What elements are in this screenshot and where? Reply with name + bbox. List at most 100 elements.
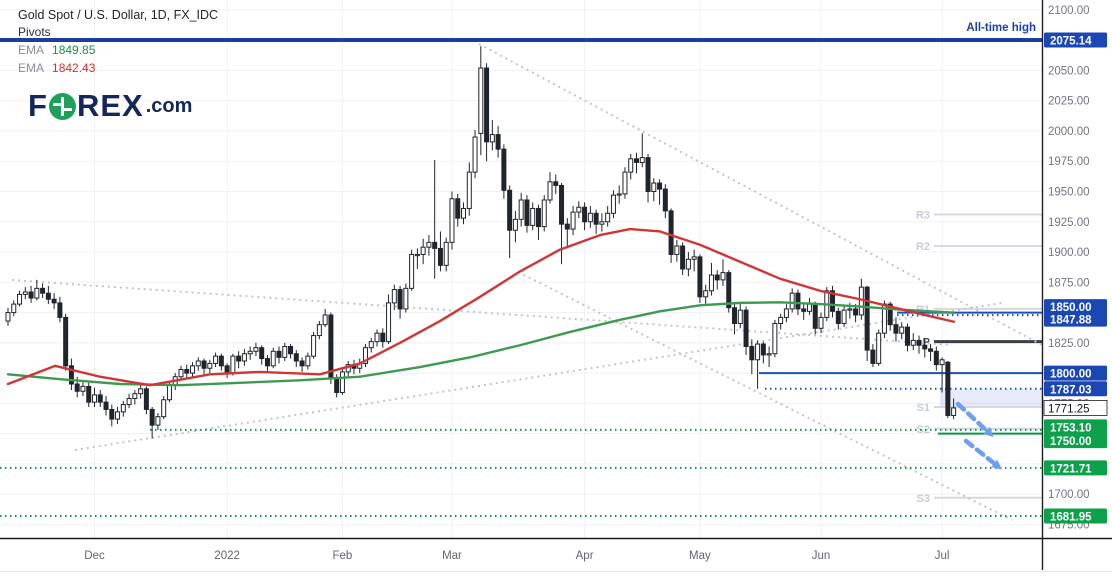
candle-body[interactable] (276, 350, 282, 358)
candle-body[interactable] (512, 218, 518, 231)
candle-body[interactable] (322, 314, 328, 326)
candle-body[interactable] (224, 365, 230, 374)
candle-body[interactable] (922, 344, 928, 350)
candle-body[interactable] (282, 345, 288, 358)
candle-body[interactable] (207, 362, 213, 369)
candle-body[interactable] (899, 326, 905, 334)
candle-body[interactable] (368, 341, 374, 349)
candle-body[interactable] (334, 377, 340, 393)
candle-body[interactable] (599, 221, 605, 225)
candle-body[interactable] (587, 212, 593, 223)
candle-body[interactable] (639, 157, 645, 163)
candle-body[interactable] (795, 292, 801, 310)
candle-body[interactable] (939, 359, 945, 366)
candle-body[interactable] (17, 293, 23, 305)
candle-body[interactable] (328, 314, 334, 379)
candle-body[interactable] (760, 343, 766, 356)
candle-body[interactable] (247, 350, 253, 355)
candle-body[interactable] (166, 384, 172, 401)
candle-body[interactable] (455, 198, 461, 219)
candle-body[interactable] (22, 291, 28, 295)
candle-body[interactable] (449, 198, 455, 243)
projection-arrow-1[interactable] (955, 401, 990, 434)
candle-body[interactable] (414, 253, 420, 257)
ema-slow-row[interactable]: EMA 1842.43 (18, 61, 218, 75)
candle-body[interactable] (437, 247, 443, 266)
candle-body[interactable] (847, 308, 853, 311)
candle-body[interactable] (11, 303, 17, 314)
candle-body[interactable] (945, 361, 951, 416)
candle-body[interactable] (582, 206, 588, 223)
candle-body[interactable] (91, 394, 97, 403)
candle-body[interactable] (472, 136, 478, 173)
candle-body[interactable] (97, 394, 103, 403)
candle-body[interactable] (362, 347, 368, 364)
candle-body[interactable] (818, 316, 824, 329)
candle-body[interactable] (530, 207, 536, 226)
candle-body[interactable] (732, 307, 738, 324)
symbol-title[interactable]: Gold Spot / U.S. Dollar, 1D, FX_IDC (18, 8, 219, 22)
candle-body[interactable] (830, 290, 836, 312)
candle-body[interactable] (564, 223, 570, 230)
candle-body[interactable] (951, 407, 957, 416)
candle-body[interactable] (443, 241, 449, 266)
candle-body[interactable] (126, 398, 132, 406)
candle-body[interactable] (484, 67, 490, 143)
candle-body[interactable] (241, 353, 247, 362)
candle-body[interactable] (311, 335, 317, 357)
candle-body[interactable] (213, 355, 219, 364)
candle-body[interactable] (380, 332, 386, 343)
candle-body[interactable] (559, 184, 565, 225)
candle-body[interactable] (518, 199, 524, 220)
candle-body[interactable] (904, 326, 910, 346)
candle-body[interactable] (801, 308, 807, 312)
candle-body[interactable] (253, 347, 259, 352)
candle-body[interactable] (190, 365, 196, 374)
candle-body[interactable] (622, 171, 628, 195)
candle-body[interactable] (657, 182, 663, 190)
candle-body[interactable] (726, 272, 732, 309)
indicator-pivots-label[interactable]: Pivots (18, 25, 51, 39)
candle-body[interactable] (461, 207, 467, 219)
candle-body[interactable] (605, 212, 611, 223)
candle-body[interactable] (305, 355, 311, 367)
price-axis-pane[interactable] (1043, 0, 1112, 577)
candle-body[interactable] (610, 194, 616, 214)
candle-body[interactable] (870, 349, 876, 364)
candle-body[interactable] (57, 302, 63, 318)
candle-body[interactable] (115, 411, 121, 420)
candle-body[interactable] (270, 350, 276, 367)
candle-body[interactable] (535, 207, 541, 228)
candle-body[interactable] (426, 241, 432, 248)
candle-body[interactable] (662, 188, 668, 212)
candle-body[interactable] (720, 272, 726, 281)
candle-body[interactable] (749, 345, 755, 361)
candle-body[interactable] (876, 332, 882, 364)
candle-body[interactable] (524, 199, 530, 226)
candle-body[interactable] (5, 312, 11, 322)
descending-parallel[interactable] (517, 271, 1013, 521)
candle-body[interactable] (783, 308, 789, 318)
candle-body[interactable] (928, 348, 934, 352)
candle-body[interactable] (668, 210, 674, 255)
candle-body[interactable] (391, 289, 397, 304)
candle-body[interactable] (570, 211, 576, 230)
rising-support[interactable] (74, 302, 1003, 451)
candle-body[interactable] (149, 408, 155, 426)
candle-body[interactable] (161, 399, 167, 418)
ema-fast-line[interactable] (6, 301, 956, 387)
candle-body[interactable] (230, 355, 236, 374)
candle-body[interactable] (703, 290, 709, 298)
candle-body[interactable] (835, 310, 841, 324)
candle-body[interactable] (466, 171, 472, 209)
candle-body[interactable] (478, 67, 484, 134)
candle-body[interactable] (184, 368, 190, 374)
candle-body[interactable] (680, 245, 686, 270)
candle-body[interactable] (633, 158, 639, 163)
candle-body[interactable] (853, 308, 859, 316)
candle-body[interactable] (933, 350, 939, 366)
minor-descending[interactable] (11, 279, 953, 346)
candle-body[interactable] (409, 253, 415, 289)
candle-body[interactable] (109, 408, 115, 420)
time-axis-pane[interactable] (0, 539, 1112, 577)
